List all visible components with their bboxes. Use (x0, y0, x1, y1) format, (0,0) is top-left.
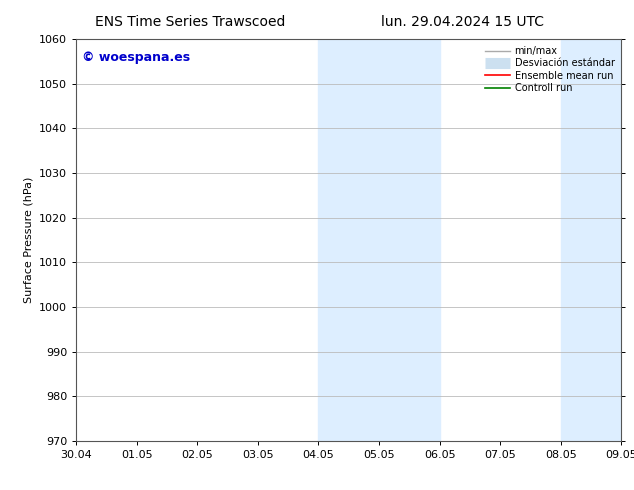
Text: ENS Time Series Trawscoed: ENS Time Series Trawscoed (95, 15, 285, 29)
Legend: min/max, Desviación estándar, Ensemble mean run, Controll run: min/max, Desviación estándar, Ensemble m… (481, 42, 618, 97)
Text: lun. 29.04.2024 15 UTC: lun. 29.04.2024 15 UTC (381, 15, 545, 29)
Bar (318, 39, 439, 441)
Text: © woespana.es: © woespana.es (82, 51, 190, 64)
Bar (560, 39, 621, 441)
Y-axis label: Surface Pressure (hPa): Surface Pressure (hPa) (23, 177, 34, 303)
